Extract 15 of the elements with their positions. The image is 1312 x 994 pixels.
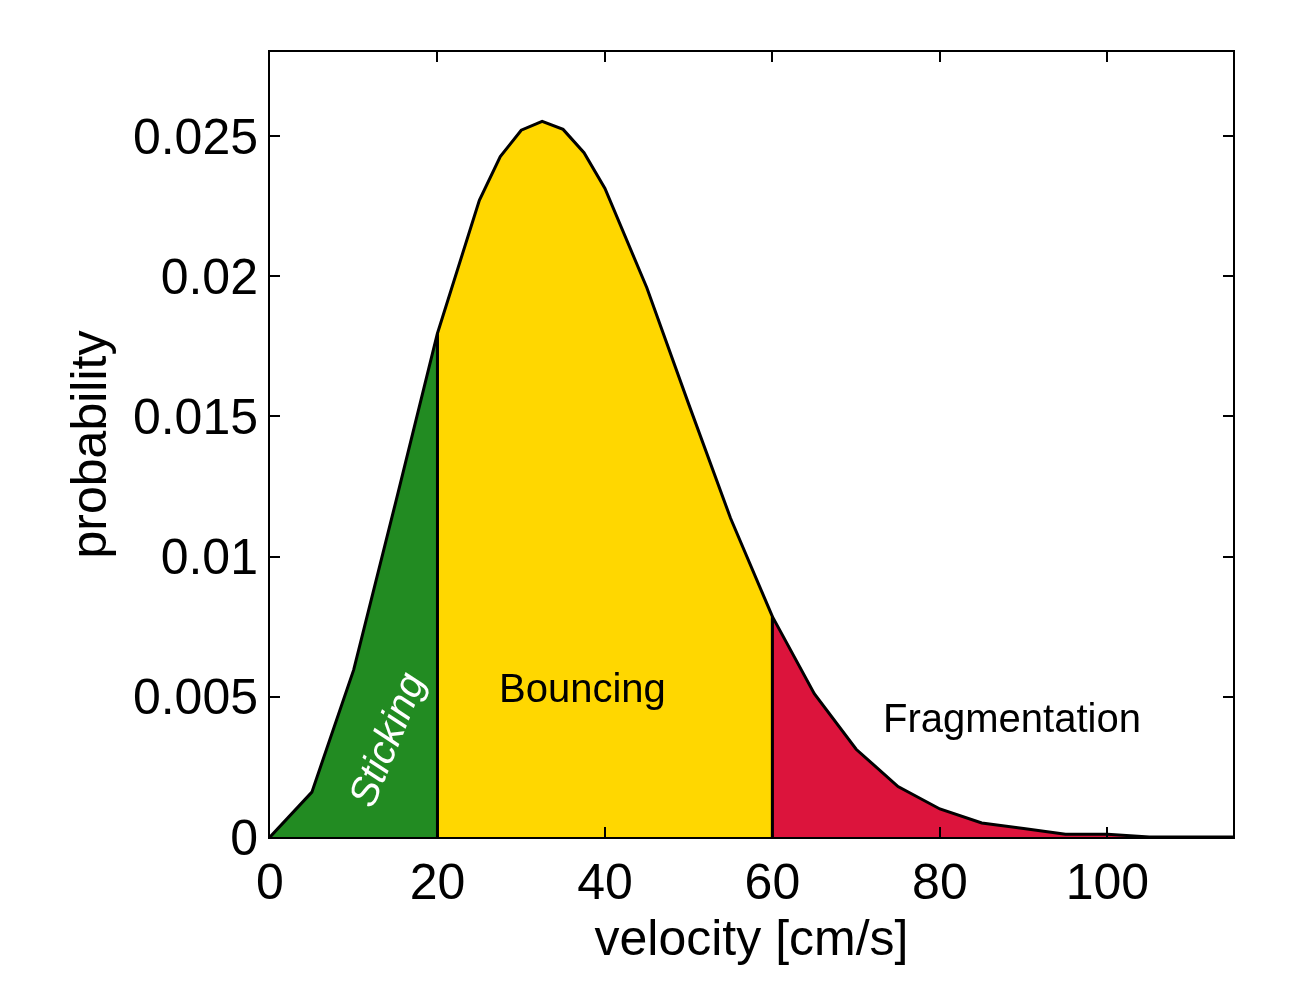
x-axis-title: velocity [cm/s] — [594, 910, 909, 966]
x-tick-label: 20 — [409, 854, 466, 910]
x-tick-label: 60 — [744, 854, 801, 910]
y-tick-label: 0.02 — [160, 248, 258, 305]
annotation: Bouncing — [499, 666, 666, 710]
x-tick-label: 80 — [912, 854, 968, 910]
y-tick-label: 0.005 — [132, 669, 258, 726]
y-tick-label: 0 — [230, 809, 258, 866]
x-tick-label: 40 — [577, 854, 633, 910]
y-tick-label: 0.01 — [160, 529, 258, 586]
annotation: Fragmentation — [883, 696, 1141, 740]
y-axis-title: probability — [61, 330, 118, 559]
y-tick-label: 0.015 — [132, 388, 258, 445]
y-tick-label: 0.025 — [132, 108, 258, 165]
x-tick-label: 100 — [1065, 854, 1150, 910]
